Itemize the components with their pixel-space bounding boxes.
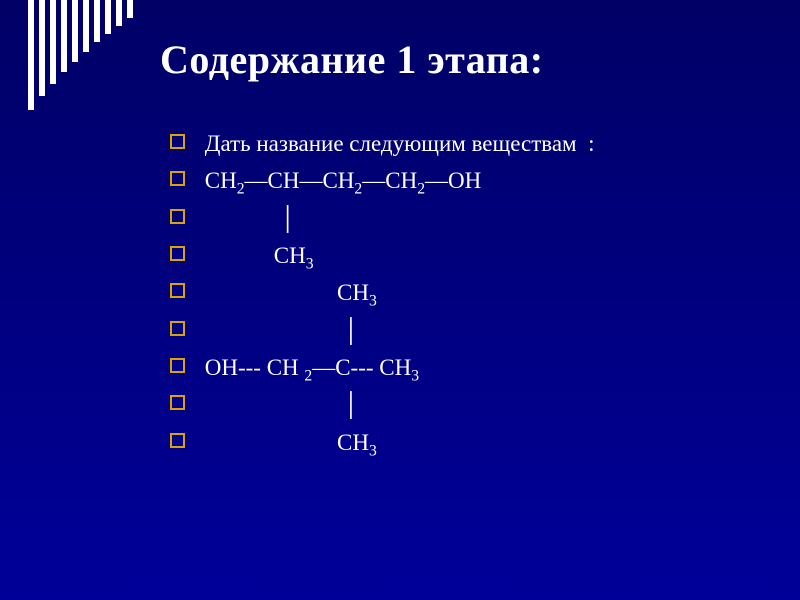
slide-content: Дать название следующим веществам : СН2—… [170,127,740,459]
decor-bar [28,0,34,110]
bullet-icon [170,246,185,261]
decor-bar [39,0,45,96]
content-line: СН3 [170,276,740,309]
slide-title: Содержание 1 этапа: [160,36,740,83]
line-text: │ [199,314,359,347]
decor-bar [127,0,133,18]
decor-bar [72,0,78,62]
bullet-icon [170,433,185,448]
content-line: Дать название следующим веществам : [170,127,740,160]
content-line: СН2—СН—СН2—СН2—ОН [170,164,740,197]
bullet-icon [170,321,185,336]
bullet-icon [170,283,185,298]
line-text: СН3 [199,426,377,459]
corner-bars-decoration [28,0,138,110]
line-text: │ [199,202,296,235]
decor-bar [61,0,67,72]
content-line: ОН--- СН 2—С--- СН3 [170,351,740,384]
decor-bar [94,0,100,42]
content-line: │ [170,202,740,235]
bullet-icon [170,358,185,373]
bullet-icon [170,395,185,410]
line-text: СН3 [199,276,377,309]
decor-bar [50,0,56,84]
content-line: │ [170,314,740,347]
content-line: │ [170,388,740,421]
line-text: СН3 [199,239,314,272]
decor-bar [116,0,122,26]
line-text: │ [199,388,359,421]
line-text: СН2—СН—СН2—СН2—ОН [199,164,481,197]
line-text: ОН--- СН 2—С--- СН3 [199,351,419,384]
content-line: СН3 [170,239,740,272]
decor-bar [83,0,89,52]
bullet-icon [170,209,185,224]
bullet-icon [170,171,185,186]
content-line: СН3 [170,426,740,459]
line-text: Дать название следующим веществам : [199,127,594,160]
decor-bar [105,0,111,34]
bullet-icon [170,134,185,149]
